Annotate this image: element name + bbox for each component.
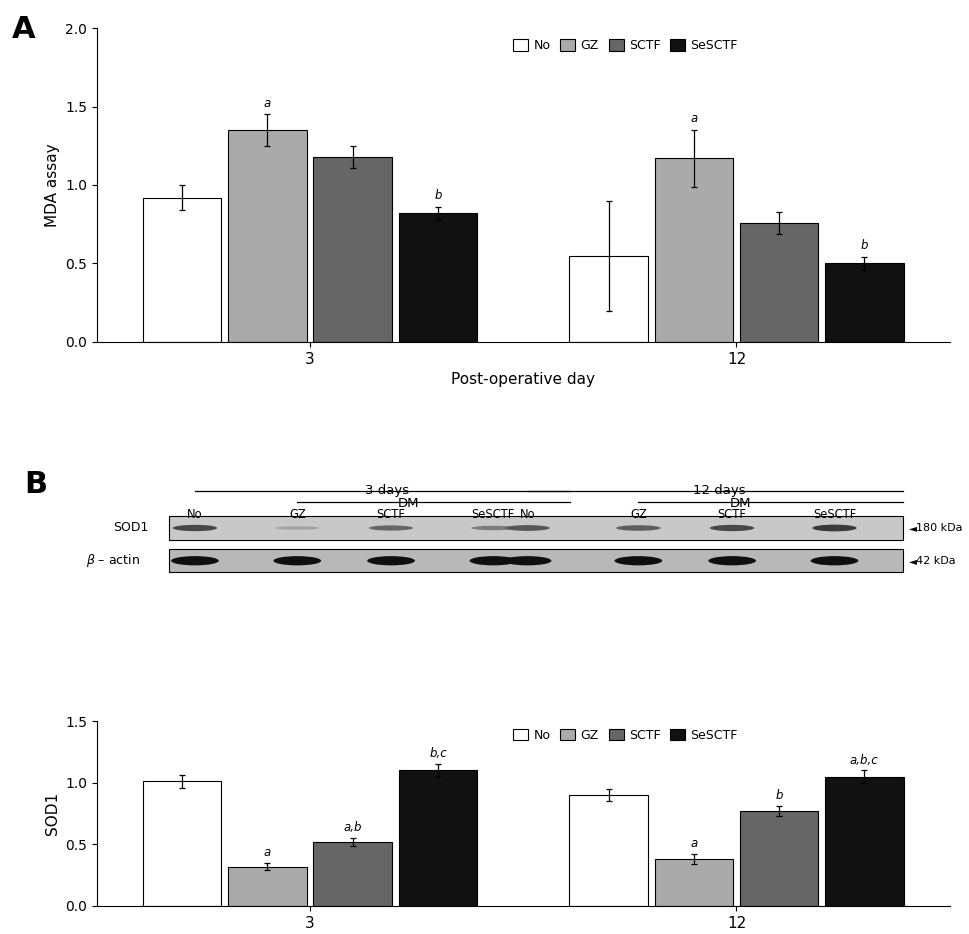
Bar (740, 811, 818, 906)
Bar (655, 859, 733, 906)
Bar (143, 198, 221, 342)
Ellipse shape (506, 525, 549, 531)
Text: a: a (264, 846, 271, 859)
Text: SeSCTF: SeSCTF (813, 508, 857, 521)
Text: SeSCTF: SeSCTF (472, 508, 516, 521)
Text: 42 kDa: 42 kDa (916, 556, 955, 566)
FancyBboxPatch shape (170, 517, 903, 540)
Bar (655, 158, 733, 342)
Text: DM: DM (730, 497, 751, 510)
Text: GZ: GZ (289, 508, 305, 521)
Text: b: b (775, 789, 783, 802)
Text: a: a (264, 96, 271, 109)
Text: a,b,c: a,b,c (850, 754, 879, 767)
Legend: No, GZ, SCTF, SeSCTF: No, GZ, SCTF, SeSCTF (509, 35, 742, 57)
Text: a,b: a,b (343, 822, 362, 834)
Ellipse shape (273, 556, 321, 565)
Legend: No, GZ, SCTF, SeSCTF: No, GZ, SCTF, SeSCTF (509, 724, 742, 746)
Ellipse shape (710, 525, 754, 531)
Text: 3 days: 3 days (364, 485, 409, 498)
Ellipse shape (614, 556, 662, 565)
Ellipse shape (504, 556, 551, 565)
Ellipse shape (172, 525, 217, 531)
Text: ◄: ◄ (909, 556, 917, 566)
Ellipse shape (470, 556, 517, 565)
Bar (229, 867, 306, 906)
Text: No: No (187, 508, 203, 521)
Text: SCTF: SCTF (718, 508, 747, 521)
Bar (399, 771, 477, 906)
Ellipse shape (616, 525, 661, 531)
Ellipse shape (811, 556, 859, 565)
Text: ◄: ◄ (909, 523, 917, 533)
Ellipse shape (471, 526, 516, 531)
Text: $\beta$ – actin: $\beta$ – actin (85, 552, 140, 569)
Ellipse shape (369, 526, 413, 531)
FancyBboxPatch shape (170, 549, 903, 573)
Text: A: A (12, 16, 35, 45)
Bar (826, 263, 903, 342)
X-axis label: Post-operative day: Post-operative day (452, 373, 595, 388)
Y-axis label: SOD1: SOD1 (45, 792, 60, 835)
Text: b: b (434, 190, 442, 203)
Ellipse shape (812, 525, 857, 531)
Ellipse shape (172, 556, 219, 565)
Bar (570, 795, 647, 906)
Text: a: a (690, 112, 698, 125)
Bar (314, 157, 391, 342)
Bar (740, 222, 818, 342)
Text: GZ: GZ (630, 508, 646, 521)
Text: 180 kDa: 180 kDa (916, 523, 962, 533)
Text: DM: DM (397, 497, 419, 510)
Y-axis label: MDA assay: MDA assay (45, 143, 60, 227)
Text: b,c: b,c (429, 747, 447, 760)
Bar (826, 776, 903, 906)
Text: SOD1: SOD1 (112, 521, 148, 534)
Text: a: a (690, 838, 698, 851)
Text: b: b (860, 239, 868, 252)
Bar (143, 782, 221, 906)
Text: No: No (519, 508, 535, 521)
Bar (399, 213, 477, 342)
Bar (314, 842, 391, 906)
Text: SCTF: SCTF (377, 508, 406, 521)
Ellipse shape (275, 527, 320, 530)
Ellipse shape (367, 556, 415, 565)
Text: B: B (24, 470, 47, 499)
Text: 12 days: 12 days (693, 485, 746, 498)
Ellipse shape (708, 556, 756, 565)
Bar (570, 256, 647, 342)
Bar (229, 130, 306, 342)
